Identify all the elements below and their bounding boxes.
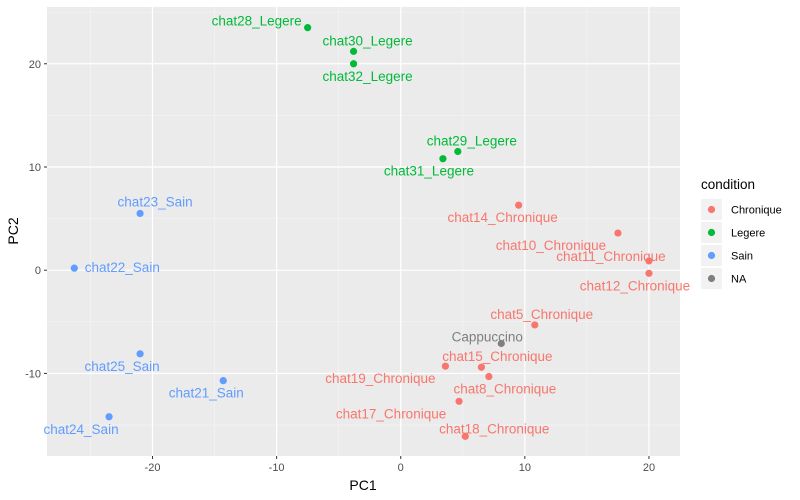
point-label-chat10_Chronique: chat10_Chronique (496, 238, 606, 253)
x-axis-title: PC1 (349, 477, 376, 493)
x-tick-label: 10 (519, 462, 531, 474)
point-label-chat8_Chronique: chat8_Chronique (453, 382, 556, 397)
point-chat14_Chronique (515, 201, 523, 209)
point-chat19_Chronique (441, 362, 450, 370)
point-label-chat5_Chronique: chat5_Chronique (490, 307, 593, 322)
point-chat12_Chronique (645, 269, 653, 277)
point-label-chat30_Legere: chat30_Legere (323, 33, 413, 48)
point-label-chat31_Legere: chat31_Legere (384, 164, 474, 179)
point-chat32_Legere (349, 60, 358, 68)
legend: condition Chronique Legere Sain NA (701, 177, 782, 289)
legend-title: condition (701, 177, 755, 192)
x-tick-label: -10 (269, 462, 285, 474)
point-chat17_Chronique (455, 397, 463, 405)
point-chat5_Chronique (531, 321, 539, 329)
point-Cappuccino (497, 339, 505, 348)
x-tick-label: 0 (398, 462, 404, 474)
legend-swatch-Sain (707, 251, 716, 260)
point-chat21_Sain (219, 377, 227, 385)
point-chat31_Legere (439, 155, 447, 163)
data-points (70, 24, 653, 440)
y-tick-label: 10 (29, 162, 41, 174)
point-chat23_Sain (136, 209, 144, 218)
point-chat28_Legere (304, 24, 312, 32)
point-chat29_Legere (454, 147, 462, 156)
point-chat15_Chronique (477, 363, 486, 371)
point-label-chat22_Sain: chat22_Sain (85, 260, 160, 275)
point-chat10_Chronique (614, 229, 622, 237)
point-label-chat25_Sain: chat25_Sain (85, 359, 160, 374)
point-label-chat32_Legere: chat32_Legere (323, 69, 413, 84)
point-label-chat11_Chronique: chat11_Chronique (556, 249, 665, 264)
point-chat25_Sain (136, 350, 144, 358)
y-tick-label: 0 (35, 265, 41, 277)
x-tick-label: 20 (643, 462, 655, 474)
point-chat22_Sain (70, 264, 78, 272)
legend-label-NA: NA (731, 274, 747, 286)
point-label-chat23_Sain: chat23_Sain (118, 194, 193, 209)
point-label-chat12_Chronique: chat12_Chronique (580, 278, 690, 293)
point-label-chat14_Chronique: chat14_Chronique (447, 210, 557, 225)
y-tick-label: -10 (25, 368, 41, 380)
point-label-chat21_Sain: chat21_Sain (169, 386, 244, 401)
legend-label-Legere: Legere (731, 228, 765, 240)
y-axis-ticks: -10 0 10 20 (25, 59, 47, 380)
point-label-chat19_Chronique: chat19_Chronique (325, 371, 435, 386)
y-tick-label: 20 (29, 59, 41, 71)
point-label-chat28_Legere: chat28_Legere (212, 14, 302, 29)
point-label-Cappuccino: Cappuccino (452, 329, 523, 344)
y-axis-title: PC2 (5, 217, 21, 244)
legend-swatch-Legere (707, 228, 716, 237)
point-label-chat29_Legere: chat29_Legere (427, 134, 517, 149)
point-label-chat18_Chronique: chat18_Chronique (439, 421, 549, 436)
legend-swatch-NA (707, 274, 716, 283)
x-axis-ticks: -20 -10 0 10 20 (145, 456, 655, 474)
point-label-chat15_Chronique: chat15_Chronique (442, 349, 552, 364)
major-gridlines (47, 7, 680, 456)
point-chat30_Legere (349, 47, 358, 55)
point-label-chat24_Sain: chat24_Sain (44, 422, 119, 437)
point-label-chat17_Chronique: chat17_Chronique (336, 406, 446, 421)
point-labels: chat28_Legere chat30_Legere chat32_Legerec… (44, 14, 691, 437)
point-chat18_Chronique (461, 432, 469, 440)
legend-swatch-Chronique (707, 205, 716, 214)
legend-label-Chronique: Chronique (731, 205, 782, 217)
x-tick-label: -20 (145, 462, 161, 474)
point-chat24_Sain (105, 413, 113, 421)
point-chat11_Chronique (645, 257, 653, 265)
legend-label-Sain: Sain (731, 251, 753, 263)
point-chat8_Chronique (485, 372, 493, 381)
